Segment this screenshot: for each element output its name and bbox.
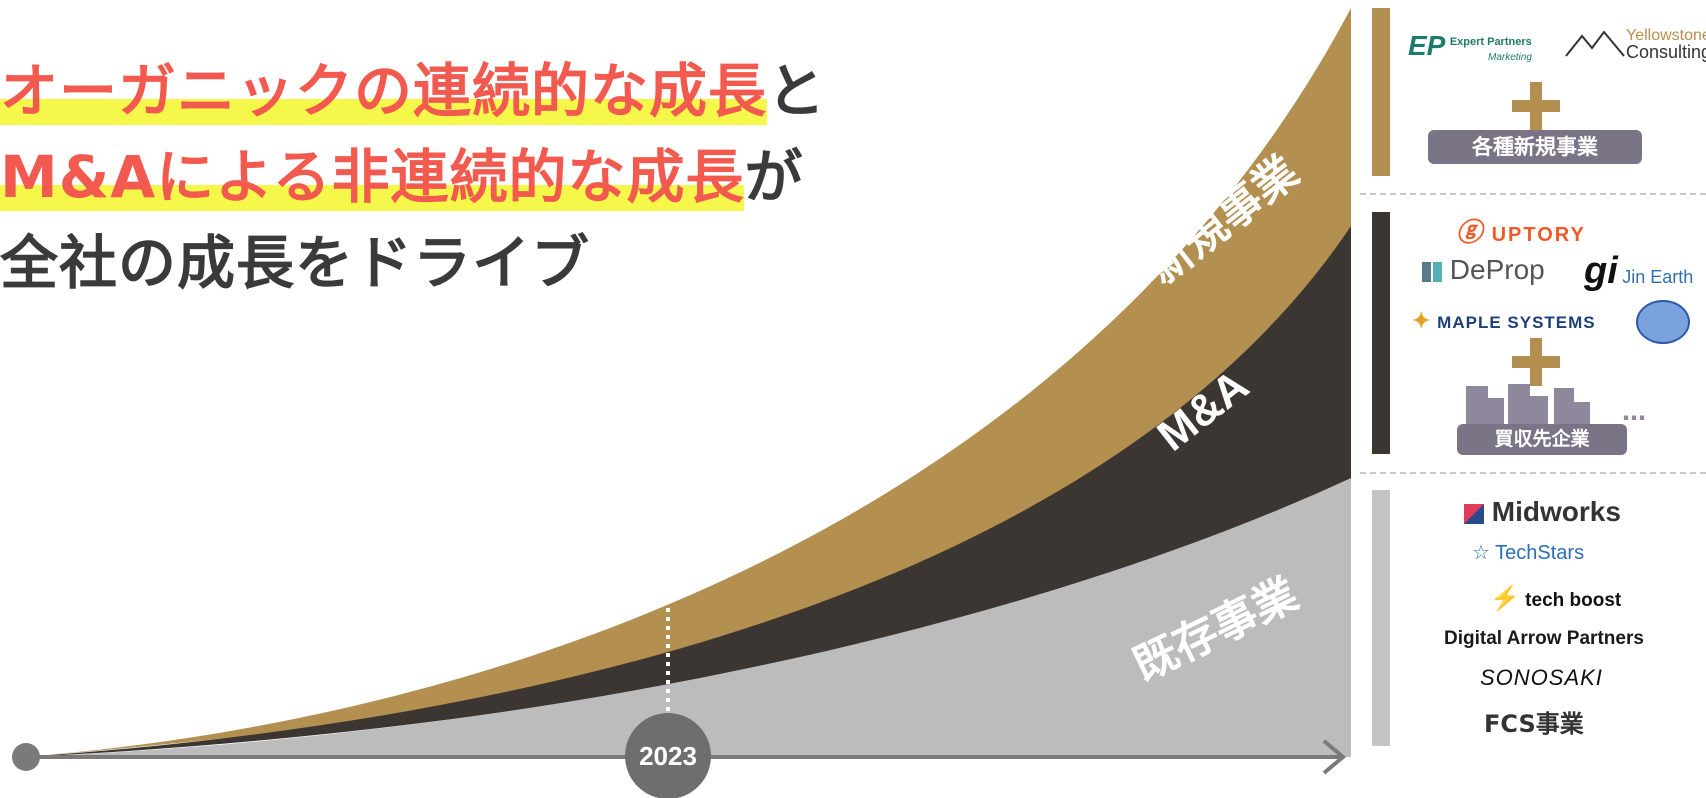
techstars-name: TechStars: [1495, 542, 1585, 564]
expert-partners-logo: EP Expert Partners Marketing: [1408, 30, 1532, 63]
group-bar-existing: [1372, 490, 1390, 746]
headline: オーガニックの連続的な成長と M&Aによる非連続的な成長が 全社の成長をドライブ: [0, 48, 826, 306]
yellowstone-sub: Consulting: [1626, 42, 1706, 62]
deprop-name: DeProp: [1449, 254, 1545, 285]
midworks-mark-icon: [1464, 503, 1484, 524]
jin-earth-logo: gi Jin Earth: [1584, 250, 1693, 293]
sonosaki-logo: SONOSAKI: [1480, 665, 1603, 690]
uptory-logo: ⓖ UPTORY: [1456, 212, 1586, 249]
year-badge: [625, 713, 711, 798]
uptory-mark-icon: ⓖ: [1456, 217, 1485, 247]
headline-highlight-1: オーガニックの連続的な成長: [0, 57, 768, 125]
ep-mark-icon: EP: [1408, 30, 1446, 61]
axis-arrow-head: [1322, 739, 1347, 775]
fcs-business-label: FCS事業: [1484, 710, 1584, 738]
group-separator: [1360, 472, 1706, 474]
headline-line2-rest: が: [744, 143, 804, 211]
layer-existing-business: [22, 478, 1351, 757]
more-ellipsis: …: [1622, 398, 1646, 426]
jin-earth-mark-icon: gi: [1584, 250, 1618, 292]
deprop-logo: DeProp: [1422, 254, 1545, 286]
maple-systems-name: MAPLE SYSTEMS: [1437, 313, 1596, 332]
techstars-logo: ☆ TechStars: [1472, 540, 1584, 565]
new-business-tag: 各種新規事業: [1428, 130, 1642, 164]
group-bar-ma: [1372, 212, 1390, 454]
maple-leaf-icon: ✦: [1412, 308, 1432, 333]
maple-systems-logo: ✦ MAPLE SYSTEMS: [1412, 308, 1596, 334]
year-label: 2023: [639, 741, 697, 771]
headline-line1-rest: と: [767, 57, 827, 125]
expert-partners-name: Expert Partners: [1449, 36, 1532, 48]
company-badge-icon: [1636, 300, 1690, 344]
uptory-name: UPTORY: [1491, 224, 1586, 246]
bolt-icon: ⚡: [1490, 585, 1520, 612]
deprop-mark-icon: [1422, 261, 1442, 282]
headline-line3: 全社の成長をドライブ: [0, 229, 591, 297]
logo-panel: EP Expert Partners Marketing Yellowstone…: [1372, 0, 1706, 798]
midworks-name: Midworks: [1491, 496, 1621, 527]
tech-boost-logo: ⚡ tech boost: [1490, 584, 1621, 613]
buildings-icon: [1466, 384, 1590, 426]
jin-earth-name: Jin Earth: [1622, 267, 1694, 287]
mountain-icon: [1565, 30, 1625, 57]
plus-icon: [1512, 338, 1560, 386]
tech-boost-name: tech boost: [1525, 590, 1622, 611]
acquired-companies-tag: 買収先企業: [1457, 424, 1627, 455]
yellowstone-name: Yellowstone: [1626, 27, 1706, 44]
axis-origin-dot: [12, 743, 40, 771]
digital-arrow-partners-logo: Digital Arrow Partners: [1444, 628, 1644, 649]
yellowstone-logo: Yellowstone Consulting: [1564, 28, 1706, 61]
plus-icon: [1512, 82, 1560, 130]
layer-ma: [22, 226, 1351, 757]
group-bar-new: [1372, 8, 1390, 176]
star-icon: ☆: [1472, 542, 1490, 564]
midworks-logo: Midworks: [1464, 496, 1621, 528]
expert-partners-sub: Marketing: [1488, 52, 1532, 63]
group-separator: [1360, 193, 1706, 195]
headline-highlight-2: M&Aによる非連続的な成長: [0, 143, 745, 211]
